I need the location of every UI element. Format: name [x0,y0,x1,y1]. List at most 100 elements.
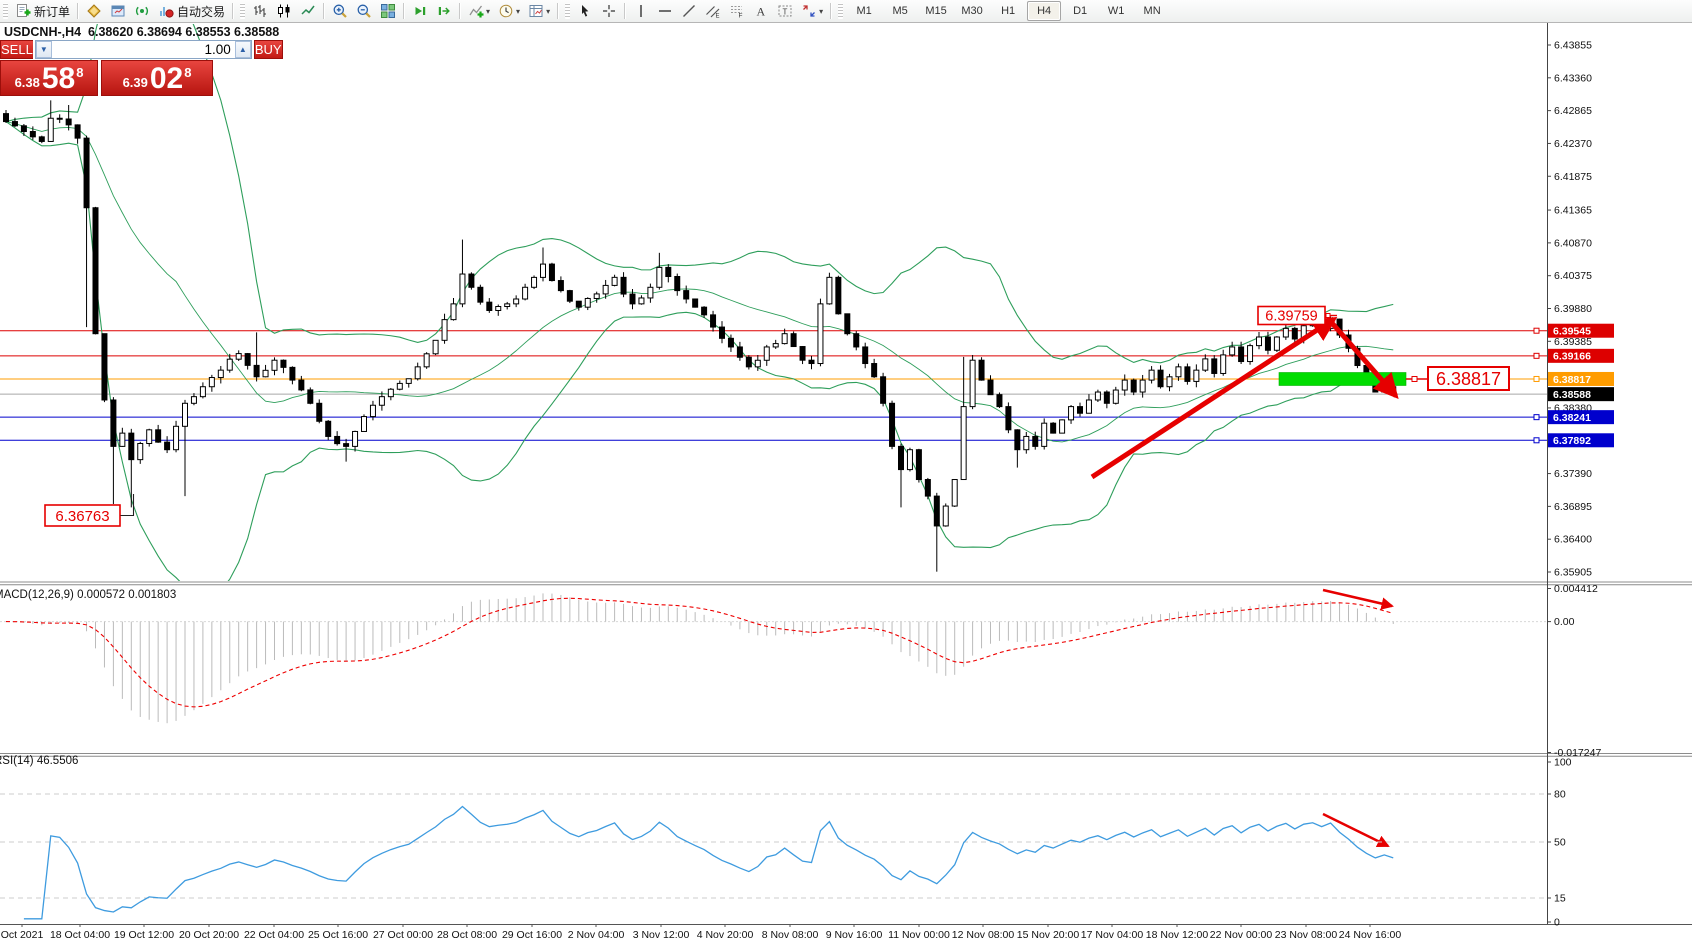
buy-price-big: 02 [149,62,184,95]
macd-histogram [14,593,1394,724]
horizontal-line-button[interactable] [654,0,676,22]
level-handle[interactable] [1533,352,1540,359]
timeframe-button-d1[interactable]: D1 [1073,5,1088,17]
svg-text:6.40375: 6.40375 [1554,270,1592,282]
peak-price-label[interactable]: 6.39759 [1257,305,1326,326]
time-axis-label: 15 Nov 20:00 [1017,929,1080,941]
line-chart-button[interactable] [297,0,319,22]
channel-button[interactable]: E [702,0,724,22]
volume-input[interactable] [51,41,235,58]
time-axis-label: 4 Nov 20:00 [697,929,754,941]
svg-text:-0.017247: -0.017247 [1554,747,1601,759]
timeframe-button-m1[interactable]: M1 [856,5,872,17]
fibonacci-button[interactable]: F [726,0,748,22]
toolbar-grip[interactable] [240,3,246,19]
svg-text:6.35905: 6.35905 [1554,567,1592,579]
svg-text:6.39880: 6.39880 [1554,303,1592,315]
templates-button[interactable]: ▾ [525,0,553,22]
timeframe-button-m30[interactable]: M30 [961,5,983,17]
signals-button[interactable] [131,0,153,22]
crosshair-button[interactable] [598,0,620,22]
volume-decrease-button[interactable]: ▼ [35,41,52,58]
toolbar-grip[interactable] [3,3,8,19]
time-axis-label: 27 Oct 00:00 [373,929,433,941]
level-handle[interactable] [1533,437,1540,444]
sell-button[interactable]: SELL [0,40,33,59]
entry-price-label[interactable]: 6.38817 [1427,366,1510,391]
text-label-button[interactable]: T [774,0,796,22]
market-watch-icon [87,4,101,18]
macd-down-arrow[interactable] [1322,588,1394,610]
bollinger-bands [5,24,1394,581]
buy-price-prefix: 6.39 [122,75,148,90]
macd-signal-line [5,597,1394,708]
low-price-label[interactable]: 6.36763 [44,504,121,527]
candlestick-button[interactable] [273,0,295,22]
terminal-button[interactable] [107,0,129,22]
market-watch-button[interactable] [83,0,105,22]
text-button[interactable]: A [750,0,772,22]
toolbar-button-label: 新订单 [34,4,71,19]
time-axis-label: 9 Nov 16:00 [826,929,883,941]
level-handle[interactable] [1533,414,1540,421]
toolbar-grip[interactable] [838,3,844,19]
dropdown-caret-icon[interactable]: ▾ [516,6,521,16]
chart-shift-button[interactable] [433,0,455,22]
svg-text:6.42865: 6.42865 [1554,105,1592,117]
downtrend-arrow[interactable] [1330,321,1399,400]
timeframe-button-mn[interactable]: MN [1143,5,1161,17]
time-axis-label: 28 Oct 08:00 [437,929,497,941]
time-axis-label: 19 Oct 12:00 [114,929,174,941]
rsi-down-arrow[interactable] [1322,812,1390,848]
time-axis-label: 20 Oct 20:00 [179,929,239,941]
timeframe-button-h4[interactable]: H4 [1027,1,1062,21]
sell-price-display[interactable]: 6.38 58 8 [0,60,99,96]
volume-increase-button[interactable]: ▲ [234,41,251,58]
dropdown-caret-icon[interactable]: ▾ [819,6,824,16]
chart-background [0,23,1692,941]
add-indicator-icon [469,5,484,18]
chart-shift-icon [438,7,450,15]
timeframe-button-w1[interactable]: W1 [1107,5,1125,17]
buy-price-pip: 8 [184,65,192,80]
svg-text:50: 50 [1554,837,1566,849]
crosshair-icon [603,5,616,17]
autotrading-icon [160,7,174,18]
level-handle[interactable] [1533,375,1540,382]
svg-text:100: 100 [1554,757,1572,769]
signals-icon [136,6,149,16]
arrows-button[interactable]: ▾ [798,0,826,22]
time-axis-label: 17 Nov 04:00 [1081,929,1144,941]
toolbar-separator [830,3,833,19]
toolbar-grip[interactable] [565,3,571,19]
bar-chart-button[interactable] [249,0,271,22]
time-axis-label: 22 Nov 00:00 [1210,929,1273,941]
svg-text:6.43360: 6.43360 [1554,72,1592,84]
trendline-button[interactable] [678,0,700,22]
vertical-line-button[interactable] [630,0,652,22]
auto-scroll-button[interactable] [409,0,431,22]
timeframe-button-h1[interactable]: H1 [1001,5,1016,17]
new-order-button[interactable]: 新订单 [12,0,73,22]
tile-windows-button[interactable] [377,0,399,22]
cursor-button[interactable] [574,0,596,22]
dropdown-caret-icon[interactable]: ▾ [546,6,551,16]
bar-chart-icon [254,5,267,17]
price-tag: 6.37892 [1548,433,1614,448]
timeframe-button-m5[interactable]: M5 [892,5,908,17]
svg-text:6.42370: 6.42370 [1554,138,1592,150]
add-indicator-button[interactable]: ▾ [465,0,493,22]
zoom-out-button[interactable] [353,0,375,22]
level-handle[interactable] [1533,327,1540,334]
buy-price-display[interactable]: 6.39 02 8 [101,60,213,96]
buy-button[interactable]: BUY [253,40,283,59]
zoom-in-button[interactable] [329,0,351,22]
fibonacci-icon: F [731,6,743,19]
channel-icon: E [706,6,720,19]
dropdown-caret-icon[interactable]: ▾ [486,6,491,16]
timeframe-button-m15[interactable]: M15 [925,5,947,17]
uptrend-arrow[interactable] [1090,316,1338,480]
autotrading-button[interactable]: 自动交易 [155,0,228,22]
periods-button[interactable]: ▾ [495,0,523,22]
